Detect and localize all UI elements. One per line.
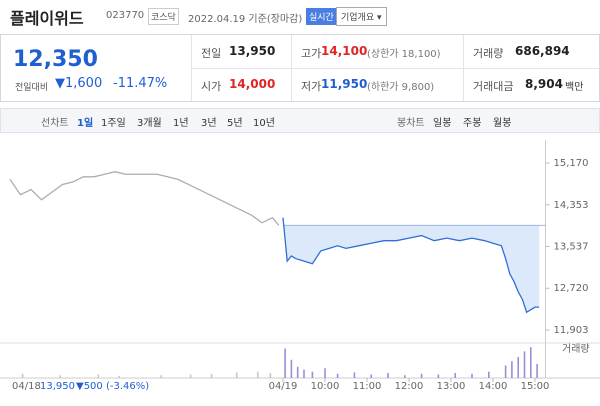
volume-bar: [420, 373, 423, 378]
x-tick-label: 13:00: [437, 381, 466, 392]
stock-name: 플레이위드: [10, 9, 84, 28]
realtime-badge[interactable]: 실시간: [306, 8, 337, 25]
volume-bar: [353, 372, 356, 378]
volume-bar: [160, 375, 162, 378]
volume-bar: [284, 348, 286, 378]
change-label: 전일대비: [15, 83, 49, 93]
price-line: [282, 217, 540, 314]
volume-label: 거래량: [562, 343, 590, 355]
stat-label: 시가: [201, 80, 222, 93]
stat-label: 저가: [301, 80, 322, 93]
tab-bar: 선차트 1일 1주일 3개월 1년 3년 5년 10년 봉차트 일봉 주봉 월봉: [0, 108, 600, 133]
volume-bar: [523, 351, 526, 378]
volume-bar: [296, 366, 299, 378]
period-tab[interactable]: 1일: [77, 118, 94, 129]
x-tick-label: 12:00: [395, 381, 424, 392]
volume-bar: [370, 374, 372, 378]
volume-bar: [511, 361, 513, 378]
stat-value: 686,894: [515, 44, 570, 58]
market-badge: 코스닥: [148, 8, 179, 25]
stock-code: 023770: [106, 10, 145, 21]
period-tab[interactable]: 3개월: [137, 118, 162, 129]
x-tick-label: 10:00: [311, 381, 340, 392]
x-tick-label: 15:00: [521, 381, 550, 392]
tab-group-label: 선차트: [41, 118, 69, 129]
stat-value: 13,950: [229, 44, 276, 58]
volume-bar: [471, 373, 473, 378]
period-tab[interactable]: 1년: [173, 118, 189, 129]
current-price: 12,350: [13, 47, 98, 72]
header: 플레이위드 023770 코스닥 2022.04.19 기준(장마감) 실시간 …: [0, 0, 600, 30]
stat-label: 거래대금: [473, 80, 514, 93]
volume-bar: [257, 371, 259, 378]
volume-bar: [454, 373, 456, 378]
volume-bar: [504, 365, 507, 378]
volume-bar: [488, 371, 490, 378]
stat-value: 14,100: [321, 44, 368, 58]
stat-note: (상한가 18,100): [367, 49, 441, 60]
volume-bar: [236, 372, 238, 378]
prev-close: 13,950: [40, 381, 75, 392]
volume-bar: [210, 373, 213, 378]
y-tick-label: 14,353: [554, 200, 589, 211]
date: 2022.04.19 기준(장마감): [188, 14, 303, 25]
stat-unit: 백만: [565, 82, 584, 93]
period-tab[interactable]: 3년: [201, 118, 217, 129]
period-tab[interactable]: 5년: [227, 118, 243, 129]
candle-tab[interactable]: 주봉: [463, 118, 482, 129]
stat-label: 전일: [201, 47, 222, 60]
price-line: [9, 171, 280, 226]
period-tab[interactable]: 1주일: [101, 118, 126, 129]
volume-bar: [269, 373, 272, 378]
x-tick-label: 11:00: [353, 381, 382, 392]
stat-value: 11,950: [321, 77, 368, 91]
y-tick-label: 15,170: [554, 158, 589, 169]
volume-bar: [530, 347, 532, 378]
stat-label: 고가: [301, 47, 322, 60]
y-tick-label: 12,720: [554, 283, 589, 294]
volume-bar: [404, 375, 406, 378]
stat-note: (하한가 9,800): [367, 82, 435, 93]
x-tick-label: 04/19: [269, 381, 298, 392]
y-tick-label: 11,903: [554, 325, 589, 336]
stat-label: 거래량: [473, 47, 504, 60]
candle-tab[interactable]: 일봉: [433, 118, 452, 129]
volume-bar: [97, 374, 99, 378]
stat-value: 14,000: [229, 77, 276, 91]
volume-bar: [336, 373, 339, 378]
prev-date: 04/18: [12, 381, 41, 392]
tab-group-label: 봉차트: [397, 118, 425, 129]
change: ▼1,600: [55, 76, 103, 91]
volume-bar: [324, 368, 326, 378]
company-button[interactable]: 기업개요 ▾: [336, 7, 387, 26]
volume-bar: [118, 375, 120, 378]
period-tab[interactable]: 10년: [253, 118, 275, 129]
volume-bar: [387, 373, 389, 378]
prev-change: ▼500 (-3.46%): [76, 381, 149, 392]
stat-value: 8,904: [525, 77, 563, 91]
area-fill: [283, 217, 540, 313]
y-tick-label: 13,537: [554, 241, 589, 252]
volume-bar: [536, 364, 538, 378]
volume-bar: [189, 374, 192, 378]
price-box: 12,350 전일대비 ▼1,600 -11.47% 전일 13,950 고가 14,…: [0, 34, 600, 102]
x-tick-label: 14:00: [479, 381, 508, 392]
volume-bar: [303, 369, 305, 378]
change-pct: -11.47%: [113, 76, 168, 91]
volume-bar: [290, 359, 293, 378]
volume-bar: [59, 375, 62, 378]
volume-bar: [517, 357, 519, 378]
volume-bar: [437, 374, 440, 378]
volume-bar: [21, 373, 24, 378]
volume-bar: [311, 371, 314, 378]
candle-tab[interactable]: 월봉: [493, 118, 512, 129]
